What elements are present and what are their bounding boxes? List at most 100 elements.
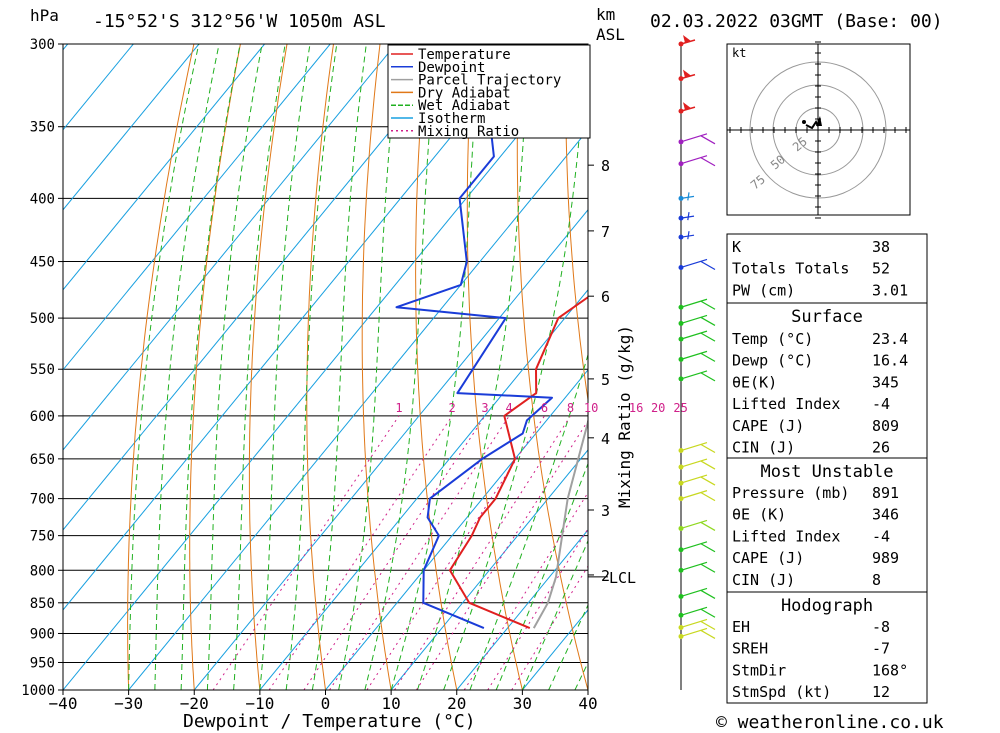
lcl-label: LCL xyxy=(609,569,636,587)
pressure-tick-label: 650 xyxy=(30,452,55,468)
surface-title: Surface xyxy=(791,307,863,327)
index-label: Totals Totals xyxy=(732,260,849,278)
wind-barb-feather xyxy=(700,372,716,382)
mixing-ratio-line xyxy=(463,491,588,690)
wind-barb xyxy=(680,314,708,324)
mixing-ratio-label: 6 xyxy=(541,401,548,415)
dry-adiabat-line xyxy=(189,44,241,690)
temperature-tick-label: 0 xyxy=(321,694,331,713)
wind-barb-feather xyxy=(700,460,716,470)
index-value: -8 xyxy=(872,618,890,636)
isotherm-line xyxy=(325,369,588,690)
index-value: 52 xyxy=(872,260,890,278)
pressure-tick-label: 400 xyxy=(30,191,55,207)
indices-table: Surface Most Unstable Hodograph K 38 Total… xyxy=(726,233,928,704)
wet-adiabat-line xyxy=(285,44,338,690)
indices-frame xyxy=(726,233,928,704)
index-value: 8 xyxy=(872,571,881,589)
index-label: EH xyxy=(732,618,750,636)
legend-label: Temperature xyxy=(418,47,511,63)
wind-barb xyxy=(680,490,708,500)
mixing-ratio-label: 16 xyxy=(629,401,643,415)
dry-adiabat-line xyxy=(985,44,1000,690)
height-km-label: 3 xyxy=(601,502,610,520)
series-temperature xyxy=(448,295,588,630)
isotherm-line xyxy=(259,289,588,690)
pressure-tick-label: 600 xyxy=(30,409,55,425)
index-value: -7 xyxy=(872,640,890,658)
index-value: -4 xyxy=(872,395,890,413)
height-km-label: 2 xyxy=(601,567,610,585)
index-label: θE(K) xyxy=(732,373,777,391)
mixing-ratio-line xyxy=(511,565,588,690)
wet-adiabat-line xyxy=(154,44,220,690)
pressure-tick-label: 850 xyxy=(30,596,55,612)
mixing-ratio-label: 10 xyxy=(584,401,598,415)
dry-adiabat-line xyxy=(516,44,588,690)
copyright: © weatheronline.co.uk xyxy=(716,712,944,733)
index-label: Lifted Index xyxy=(732,395,840,413)
wet-adiabat-line xyxy=(469,352,588,690)
isotherm-line xyxy=(193,209,588,690)
wind-barb-feather xyxy=(700,444,716,454)
mixing-ratio-line xyxy=(212,415,400,690)
wind-barb-feather xyxy=(700,620,716,630)
index-value: 16.4 xyxy=(872,352,908,370)
wet-adiabat-line xyxy=(495,462,588,690)
mixing-ratio-label: 20 xyxy=(651,401,665,415)
dry-adiabat-line xyxy=(127,44,195,690)
wind-barb-feather xyxy=(700,476,716,486)
hpa-label: hPa xyxy=(30,6,59,25)
skewt-series xyxy=(395,44,588,630)
index-label: CIN (J) xyxy=(732,571,795,589)
mixing-ratio-line xyxy=(303,415,486,690)
skewt-axes: 3003504004505005506006507007508008509009… xyxy=(21,37,636,713)
mixing-ratio-line xyxy=(415,419,588,690)
wind-barb xyxy=(680,458,708,468)
pressure-tick-label: 450 xyxy=(30,255,55,271)
mixing-ratio-label: 4 xyxy=(506,401,513,415)
wind-barb-feather xyxy=(700,260,716,271)
wind-barb-feather xyxy=(700,316,716,326)
storm-motion-arrow xyxy=(816,116,822,126)
wind-barb-feather xyxy=(700,332,716,342)
wind-barb-feather xyxy=(700,589,716,599)
index-value: 809 xyxy=(872,417,899,435)
index-value: 38 xyxy=(872,238,890,256)
height-km-label: 7 xyxy=(601,223,610,241)
wind-barb-feather xyxy=(700,492,716,502)
mixing-ratio-line xyxy=(268,415,453,690)
pressure-tick-label: 350 xyxy=(30,120,55,136)
wet-adiabat-line xyxy=(259,44,311,690)
wind-barb xyxy=(680,258,708,269)
wind-barb xyxy=(680,350,708,360)
index-value: 3.01 xyxy=(872,281,908,299)
wind-flag xyxy=(683,102,691,111)
temperature-tick-label: 10 xyxy=(381,694,400,713)
wind-barb-feather xyxy=(700,608,716,618)
mixing-ratio-line xyxy=(394,415,571,690)
legend-label: Parcel Trajectory xyxy=(418,73,561,89)
mixing-ratio-labels: 1 2 3 4 6 8 10 16 20 25 xyxy=(395,401,688,415)
temperature-tick-label: 20 xyxy=(447,694,466,713)
pressure-tick-label: 800 xyxy=(30,563,55,579)
index-value: 989 xyxy=(872,549,899,567)
wet-adiabat-line xyxy=(180,44,241,690)
wind-barb xyxy=(680,541,708,551)
wind-barb-feather xyxy=(700,521,716,531)
mixing-ratio-label: 1 xyxy=(395,401,402,415)
index-value: 891 xyxy=(872,484,899,502)
pressure-tick-label: 950 xyxy=(30,655,55,671)
index-label: CAPE (J) xyxy=(732,417,804,435)
isotherm-line xyxy=(390,449,588,690)
index-label: θE (K) xyxy=(732,506,786,524)
legend-box xyxy=(387,44,591,139)
index-value: 26 xyxy=(872,439,890,457)
height-km-label: 5 xyxy=(601,371,610,389)
wind-barb xyxy=(680,195,695,199)
wind-barb xyxy=(680,561,708,571)
wind-barb xyxy=(680,606,708,616)
index-label: CIN (J) xyxy=(732,439,795,457)
